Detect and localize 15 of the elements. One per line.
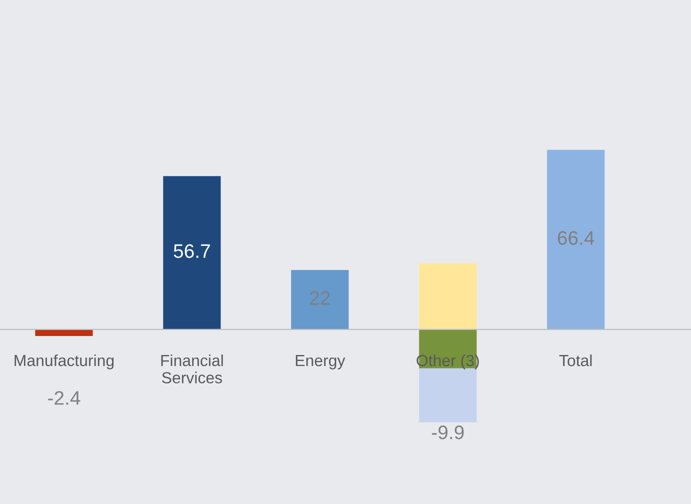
bar [419,368,477,422]
bar [419,263,477,330]
data-label: -2.4 [48,391,80,405]
data-label: 56.7 [174,244,210,258]
x-tick-label: Manufacturing [14,354,114,370]
x-tick-label: Energy [296,355,346,370]
bar [547,150,605,330]
x-tick-label: Financial Services [161,354,223,384]
bar [163,176,221,330]
data-label: 22 [310,291,330,305]
total-label: -9.9 [432,426,464,440]
x-tick-label: Total [559,354,592,366]
bar [35,329,93,336]
data-label: 66.4 [558,231,594,245]
bar [291,270,349,330]
